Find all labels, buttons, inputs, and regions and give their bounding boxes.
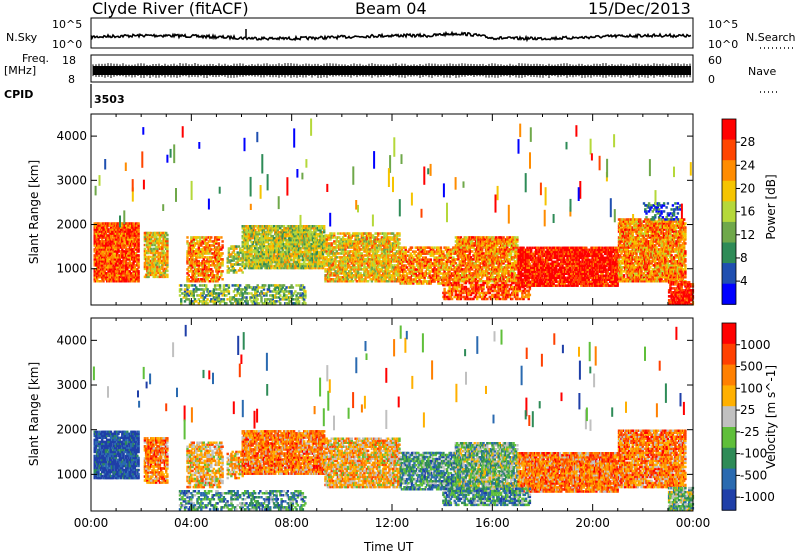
velocity-ytick-label: 1000 xyxy=(56,467,87,481)
power-ytick-label: 2000 xyxy=(56,218,87,232)
date-title: 15/Dec/2013 xyxy=(588,0,691,18)
velocity-colorbar-tick-label: 500 xyxy=(740,360,763,374)
freq-tick-top: 18 xyxy=(62,54,76,67)
velocity-echo-cells xyxy=(92,324,695,512)
power-colorbar-tick-label: 8 xyxy=(740,251,748,265)
power-colorbar-segment xyxy=(722,139,736,161)
power-ytick-label: 3000 xyxy=(56,173,87,187)
nsky-series-line xyxy=(90,30,692,43)
velocity-colorbar-tick-label: -500 xyxy=(740,468,767,482)
x-axis-label: Time UT xyxy=(364,540,414,554)
cpid-label: CPID xyxy=(4,88,34,101)
velocity-colorbar-segment xyxy=(722,427,736,449)
power-echo-cells xyxy=(93,118,695,306)
x-tick-label: 04:00 xyxy=(174,516,209,530)
velocity-colorbar-segment xyxy=(722,406,736,428)
cpid-value: 3503 xyxy=(94,93,125,106)
power-colorbar-tick-label: 16 xyxy=(740,205,755,219)
velocity-colorbar-segment xyxy=(722,468,736,490)
power-colorbar-tick-label: 12 xyxy=(740,228,755,242)
power-colorbar-tick-label: 4 xyxy=(740,274,748,288)
x-tick-label: 16:00 xyxy=(475,516,510,530)
freq-strip-frame xyxy=(90,54,694,83)
nsky-label: N.Sky xyxy=(6,31,38,44)
velocity-colorbar-tick-label: 100 xyxy=(740,381,763,395)
freq-label: Freq. xyxy=(22,52,50,65)
velocity-colorbar-segment xyxy=(722,364,736,386)
x-tick-label: 12:00 xyxy=(375,516,410,530)
velocity-colorbar-frame xyxy=(721,322,737,511)
power-colorbar-tick-label: 20 xyxy=(740,181,755,195)
power-colorbar-tick-label: 28 xyxy=(740,135,755,149)
velocity-ytick-label: 3000 xyxy=(56,378,87,392)
x-tick-label: 08:00 xyxy=(274,516,309,530)
nsearch-label: N.Search xyxy=(746,31,796,44)
velocity-colorbar-segment xyxy=(722,447,736,470)
nsearch-tick-top: 10^5 xyxy=(708,18,739,31)
station-title: Clyde River (fitACF) xyxy=(92,0,249,18)
power-colorbar-segment xyxy=(722,263,736,285)
velocity-colorbar-tick-label: -1000 xyxy=(740,490,775,504)
power-ytick-label: 1000 xyxy=(56,262,87,276)
nave-tick-bottom: 0 xyxy=(708,73,715,86)
freq-series-band xyxy=(93,66,691,75)
freq-unit: [MHz] xyxy=(4,64,37,77)
nave-series-ticks xyxy=(92,63,691,78)
power-colorbar-segment xyxy=(722,242,736,264)
nsearch-tick-bottom: 10^0 xyxy=(708,38,739,51)
velocity-ytick-label: 2000 xyxy=(56,423,87,437)
power-colorbar-segment xyxy=(722,221,736,243)
nsky-tick-top: 10^5 xyxy=(52,18,83,31)
velocity-colorbar-tick-label: 25 xyxy=(740,403,755,417)
velocity-colorbar-tick-label: -25 xyxy=(740,425,760,439)
power-colorbar-segment xyxy=(722,283,736,305)
nsky-strip-frame xyxy=(90,17,694,49)
power-colorbar-segment xyxy=(722,201,736,223)
velocity-colorbar-segment xyxy=(722,323,736,345)
nave-tick-top: 60 xyxy=(708,54,722,67)
nave-label: Nave xyxy=(748,65,777,78)
velocity-colorbar-tick-label: -100 xyxy=(740,447,767,461)
velocity-ytick-label: 4000 xyxy=(56,333,87,347)
beam-title: Beam 04 xyxy=(355,0,427,18)
velocity-colorbar-segment xyxy=(722,489,736,511)
nsky-tick-bottom: 10^0 xyxy=(52,38,83,51)
velocity-colorbar-segment xyxy=(722,385,736,407)
power-colorbar-segment xyxy=(722,119,736,141)
power-ytick-label: 4000 xyxy=(56,129,87,143)
x-tick-label: 20:00 xyxy=(575,516,610,530)
power-colorbar-tick-label: 24 xyxy=(740,158,755,172)
power-colorbar-segment xyxy=(722,160,736,182)
freq-tick-bottom: 8 xyxy=(68,73,75,86)
x-tick-label: 00:00 xyxy=(676,516,711,530)
x-tick-label: 00:00 xyxy=(74,516,109,530)
power-colorbar-segment xyxy=(722,180,736,202)
velocity-colorbar-tick-label: 1000 xyxy=(740,338,771,352)
velocity-colorbar-segment xyxy=(722,343,736,366)
